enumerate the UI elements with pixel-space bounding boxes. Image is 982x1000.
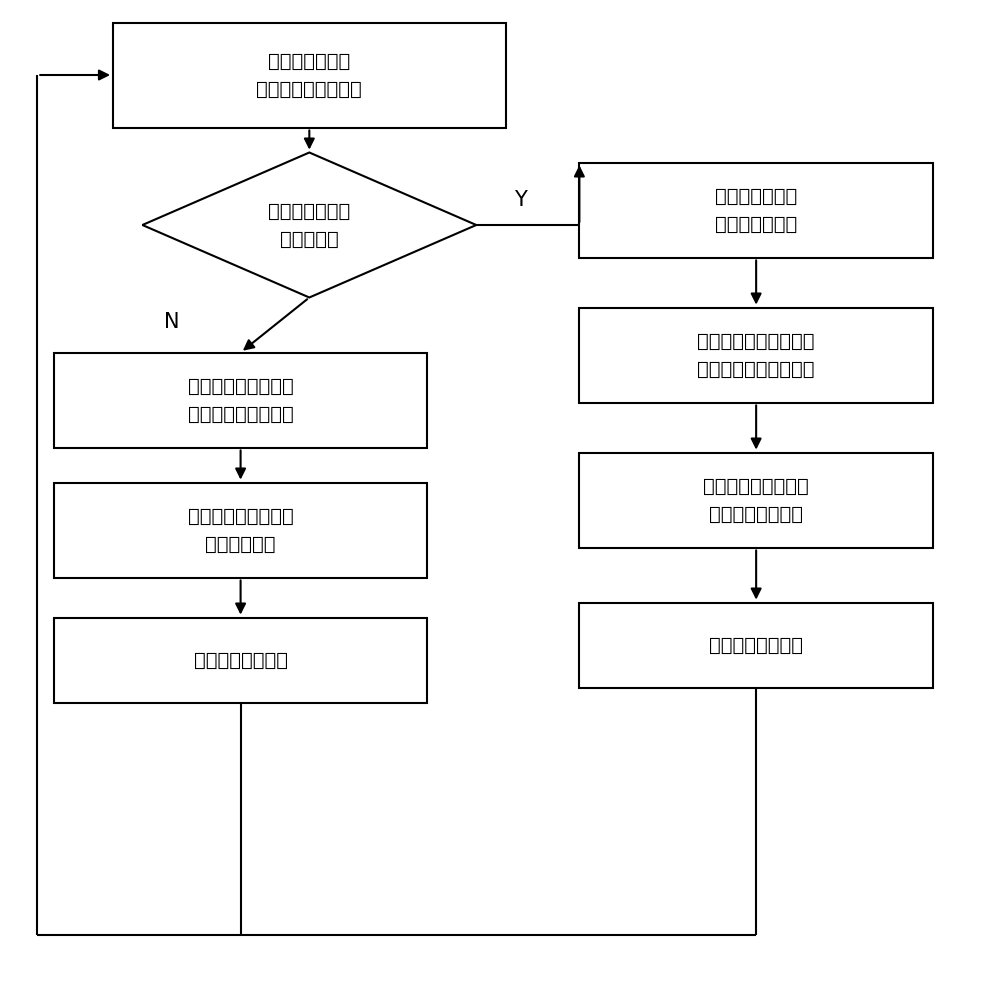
Bar: [579, 162, 933, 257]
Text: N: N: [164, 312, 180, 332]
Bar: [54, 353, 427, 448]
Text: Y: Y: [514, 190, 527, 210]
Text: 继续按计划实施
完成该阶段注入: 继续按计划实施 完成该阶段注入: [715, 186, 797, 233]
Bar: [579, 308, 933, 402]
Text: 根据群落结构出现问
题调整调控配方类型: 根据群落结构出现问 题调整调控配方类型: [188, 376, 294, 424]
Polygon shape: [142, 152, 476, 298]
Text: 物理模拟实验优化配
方浓度、注入工艺: 物理模拟实验优化配 方浓度、注入工艺: [703, 477, 809, 524]
Bar: [54, 617, 427, 702]
Text: 调控配方现场注入: 调控配方现场注入: [193, 650, 288, 670]
Bar: [54, 483, 427, 578]
Bar: [579, 602, 933, 688]
Text: 现场实施过程中
注入水、产出液监测: 现场实施过程中 注入水、产出液监测: [256, 51, 362, 99]
Text: 菌群结构是否达
到调控目标: 菌群结构是否达 到调控目标: [268, 202, 351, 248]
Text: 根据提高群落多样性的
需要选择调控配方类型: 根据提高群落多样性的 需要选择调控配方类型: [697, 332, 815, 378]
Text: 调控配方现场注入: 调控配方现场注入: [709, 636, 803, 654]
Text: 物理模拟实验优化配
方及注入工艺: 物理模拟实验优化配 方及注入工艺: [188, 506, 294, 554]
Bar: [579, 452, 933, 548]
Bar: [113, 22, 506, 127]
